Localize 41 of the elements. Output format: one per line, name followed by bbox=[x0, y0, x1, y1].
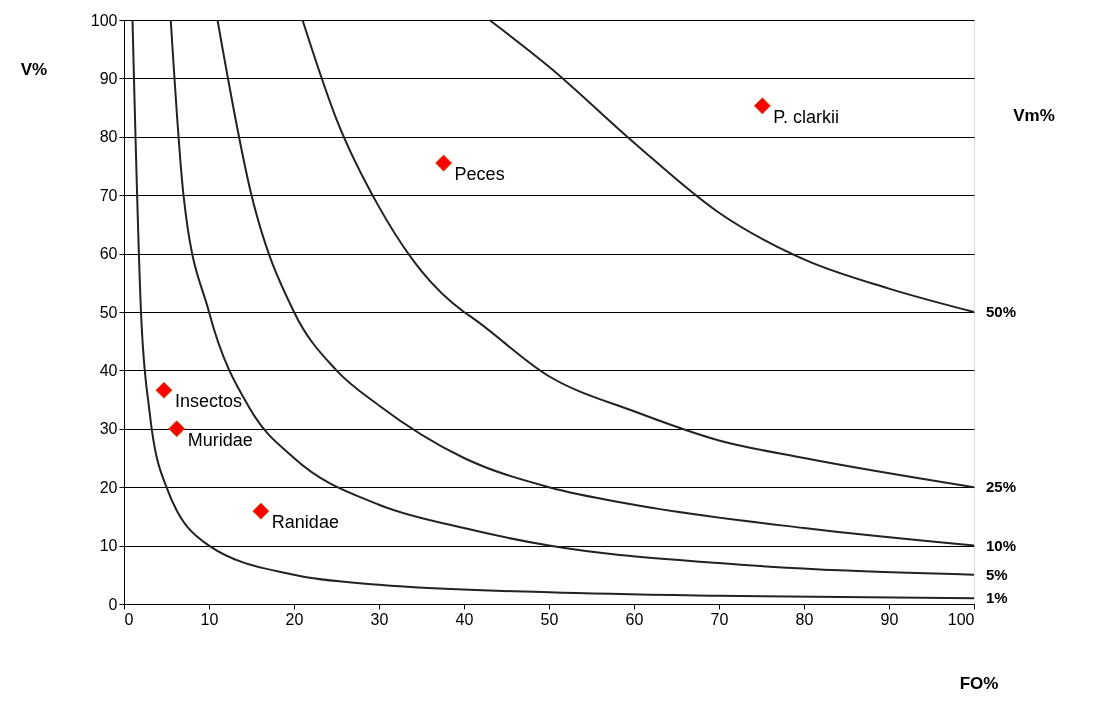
y-tick-label: 60 bbox=[99, 245, 118, 263]
x-tick-label: 30 bbox=[370, 610, 389, 628]
x-tick-label: 40 bbox=[455, 610, 474, 628]
y-tick-label: 90 bbox=[99, 69, 118, 87]
series-label: 1% bbox=[986, 589, 1008, 607]
x-tick-label: 60 bbox=[625, 610, 644, 628]
x-tick-label: 100 bbox=[947, 610, 975, 628]
point bbox=[252, 502, 270, 520]
annotation: Peces bbox=[454, 164, 505, 185]
y-axis-title: V% bbox=[20, 60, 48, 79]
annotation: Ranidae bbox=[271, 512, 339, 533]
x-tick-label: 10 bbox=[200, 610, 219, 628]
x-tick-label: 80 bbox=[795, 610, 814, 628]
point bbox=[435, 154, 453, 172]
y-tick-label: 30 bbox=[99, 420, 118, 438]
x-axis-title: FO% bbox=[959, 674, 999, 693]
annotation: P. clarkii bbox=[773, 106, 840, 127]
y-tick-label: 0 bbox=[108, 595, 118, 613]
x-tick-label: 90 bbox=[880, 610, 899, 628]
x-tick-label: 0 bbox=[124, 610, 134, 628]
annotation: Muridae bbox=[187, 429, 253, 450]
x-tick-label: 50 bbox=[540, 610, 559, 628]
point bbox=[155, 381, 173, 399]
y-tick-label: 50 bbox=[99, 303, 118, 321]
series-label: 25% bbox=[986, 478, 1017, 496]
series-label: 5% bbox=[986, 565, 1008, 583]
y-tick-label: 40 bbox=[99, 361, 118, 379]
y-tick-label: 20 bbox=[99, 478, 118, 496]
series-label: 50% bbox=[986, 303, 1017, 320]
x-tick-label: 20 bbox=[285, 610, 304, 628]
text: Vm% bbox=[1013, 106, 1055, 126]
line-series bbox=[301, 19, 975, 489]
y-tick-label: 100 bbox=[90, 11, 118, 29]
y-tick-label: 70 bbox=[99, 186, 118, 204]
annotation: Insectos bbox=[174, 391, 242, 412]
point bbox=[753, 97, 771, 115]
series-label: 10% bbox=[986, 536, 1017, 554]
y-tick-label: 10 bbox=[99, 537, 118, 555]
x-tick-label: 70 bbox=[710, 610, 729, 628]
y-tick-label: 80 bbox=[99, 128, 118, 146]
point bbox=[168, 420, 186, 438]
